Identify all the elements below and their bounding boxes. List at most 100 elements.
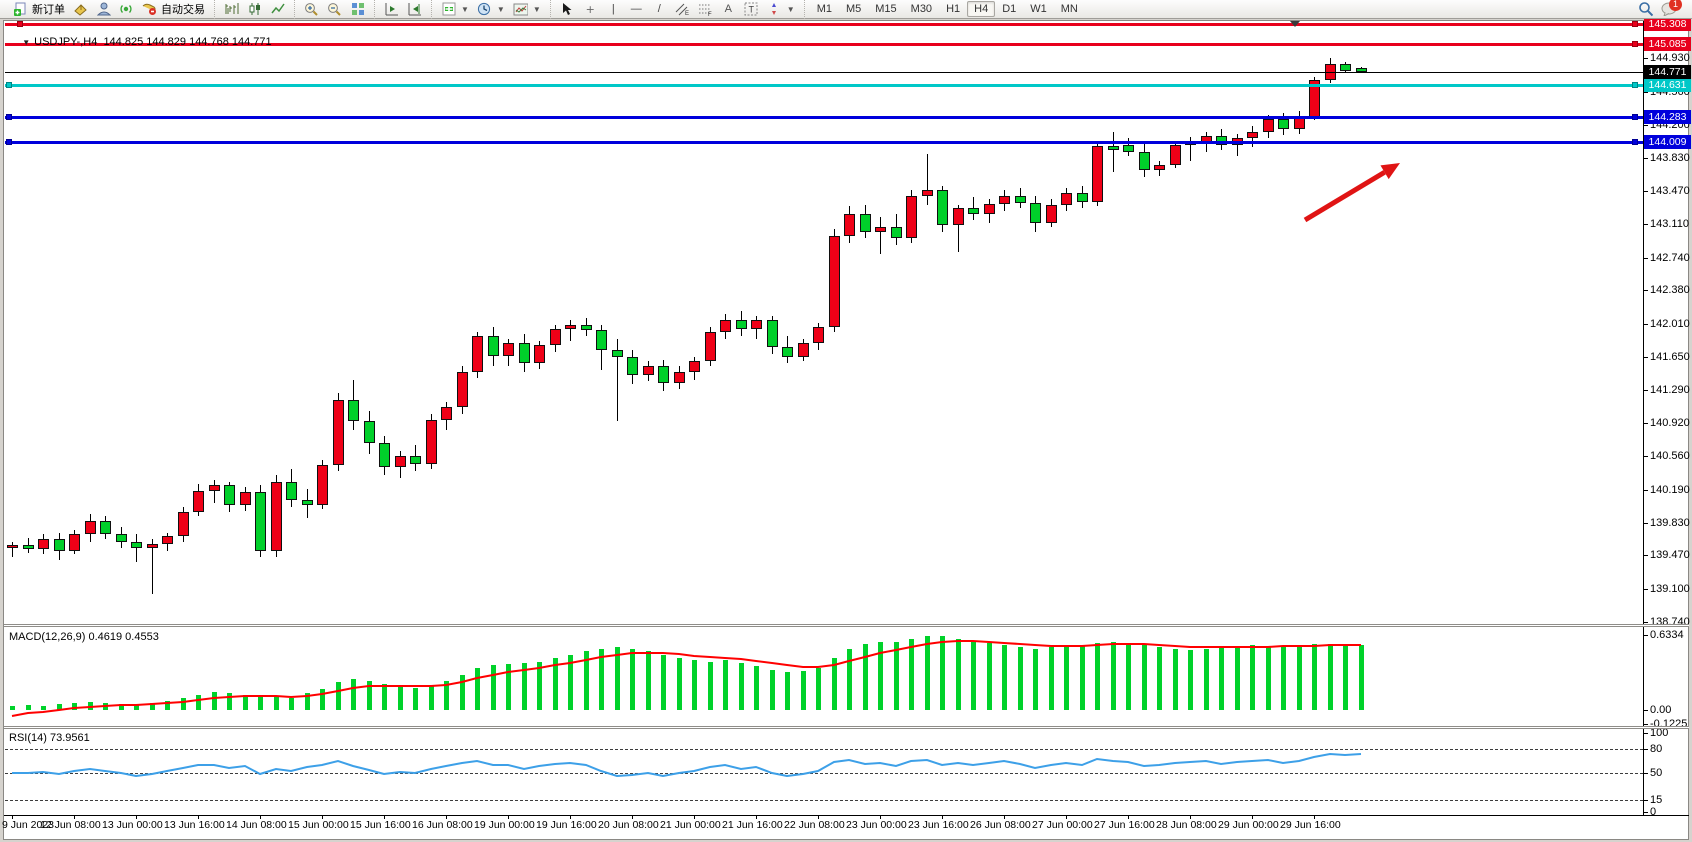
candle xyxy=(782,347,793,357)
candle xyxy=(1216,136,1227,145)
candle xyxy=(829,236,840,327)
signal-button[interactable] xyxy=(115,1,138,18)
trendline-button[interactable]: / xyxy=(648,1,671,18)
periods-button[interactable]: ▼ xyxy=(473,1,509,18)
price-badge[interactable]: 145.085 xyxy=(1644,37,1691,51)
timeframe-m1[interactable]: M1 xyxy=(816,3,832,15)
hline[interactable] xyxy=(5,23,1643,26)
tile-windows-button[interactable] xyxy=(346,1,369,18)
auto-trading-button[interactable]: 自动交易 xyxy=(138,0,209,18)
auto-trading-label: 自动交易 xyxy=(161,4,205,16)
chart-shift-button[interactable] xyxy=(403,1,426,18)
hline-handle[interactable] xyxy=(17,21,23,27)
price-badge[interactable]: 144.283 xyxy=(1644,110,1691,124)
hline[interactable] xyxy=(5,141,1643,144)
candle-wick xyxy=(958,205,959,252)
templates-icon xyxy=(513,2,528,17)
zoom-in-button[interactable] xyxy=(300,1,323,18)
text-tool-button[interactable]: A xyxy=(717,1,740,18)
hline[interactable] xyxy=(5,116,1643,119)
time-tick xyxy=(694,815,695,819)
macd-histogram-bar xyxy=(956,639,961,710)
macd-histogram-bar xyxy=(661,655,666,710)
chat-icon[interactable]: 1 xyxy=(1661,0,1682,17)
macd-histogram-bar xyxy=(227,693,232,710)
hline-handle[interactable] xyxy=(6,114,12,120)
macd-histogram-bar xyxy=(894,642,899,710)
macd-histogram-bar xyxy=(274,697,279,710)
macd-histogram-bar xyxy=(212,692,217,710)
crosshair-tool-button[interactable]: + xyxy=(579,1,602,18)
zoom-out-button[interactable] xyxy=(323,1,346,18)
candle xyxy=(1278,119,1289,129)
auto-scroll-button[interactable] xyxy=(380,1,403,18)
timeframe-mn[interactable]: MN xyxy=(1060,3,1078,15)
candle xyxy=(612,350,623,357)
candlestick-button[interactable] xyxy=(243,1,266,18)
horizontal-line-button[interactable]: — xyxy=(625,1,648,18)
timeframe-m15[interactable]: M15 xyxy=(875,3,897,15)
new-order-button[interactable]: 新订单 xyxy=(9,0,69,18)
timeframe-d1[interactable]: D1 xyxy=(1002,3,1017,15)
search-icon[interactable] xyxy=(1638,2,1653,17)
candle-wick xyxy=(136,534,137,562)
hline-handle[interactable] xyxy=(6,82,12,88)
bucket-button[interactable] xyxy=(69,1,92,18)
price-badge[interactable]: 145.308 xyxy=(1644,17,1691,31)
hline-handle[interactable] xyxy=(6,139,12,145)
timeframe-m30[interactable]: M30 xyxy=(910,3,933,15)
bar-chart-button[interactable] xyxy=(220,1,243,18)
hline-handle[interactable] xyxy=(1632,114,1638,120)
hline-handle[interactable] xyxy=(1632,82,1638,88)
pane-separator-macd[interactable] xyxy=(4,624,1689,627)
arrows-tool-button[interactable]: ▼ xyxy=(763,1,799,18)
templates-button[interactable]: ▼ xyxy=(509,1,545,18)
hline-handle[interactable] xyxy=(1632,139,1638,145)
hline[interactable] xyxy=(5,84,1643,87)
candle xyxy=(596,330,607,350)
fibonacci-button[interactable]: F xyxy=(694,1,717,18)
text-label-button[interactable]: T xyxy=(740,1,763,18)
hline-handle[interactable] xyxy=(1632,21,1638,27)
candle xyxy=(503,343,514,356)
price-badge[interactable]: 144.009 xyxy=(1644,135,1691,149)
macd-histogram-bar xyxy=(1111,642,1116,710)
hline[interactable] xyxy=(5,43,1643,46)
candle xyxy=(937,190,948,225)
time-tick xyxy=(198,815,199,819)
macd-histogram-bar xyxy=(615,647,620,710)
rsi-level-line xyxy=(5,773,1643,774)
rsi-tick-label: 100 xyxy=(1650,727,1669,739)
pane-separator-rsi[interactable] xyxy=(4,726,1689,729)
candle-wick xyxy=(880,217,881,254)
collapse-icon[interactable]: ▼ xyxy=(22,38,31,47)
price-badge[interactable]: 144.631 xyxy=(1644,78,1691,92)
candle xyxy=(131,542,142,548)
profiles-button[interactable] xyxy=(92,1,115,18)
candle xyxy=(85,521,96,534)
line-chart-button[interactable] xyxy=(266,1,289,18)
price-tick xyxy=(1643,390,1648,391)
cursor-tool-button[interactable] xyxy=(556,1,579,18)
macd-histogram-bar xyxy=(816,668,821,710)
time-tick xyxy=(1252,815,1253,819)
channel-button[interactable]: E xyxy=(671,1,694,18)
timeframe-m5[interactable]: M5 xyxy=(845,3,862,15)
timeframe-w1[interactable]: W1 xyxy=(1030,3,1047,15)
time-tick xyxy=(1066,815,1067,819)
time-tick xyxy=(632,815,633,819)
hline-handle[interactable] xyxy=(1632,41,1638,47)
timeframe-h4[interactable]: H4 xyxy=(967,1,996,17)
macd-histogram-bar xyxy=(770,670,775,710)
indicators-button[interactable]: ▼ xyxy=(437,1,473,18)
rsi-level-line xyxy=(5,749,1643,750)
rsi-tick xyxy=(1643,749,1648,750)
candle xyxy=(627,357,638,375)
time-tick xyxy=(446,815,447,819)
chart-shift-marker[interactable] xyxy=(1290,21,1300,27)
candle xyxy=(1170,145,1181,165)
timeframe-h1[interactable]: H1 xyxy=(946,3,961,15)
candle xyxy=(333,400,344,465)
rsi-tick xyxy=(1643,733,1648,734)
vertical-line-button[interactable]: | xyxy=(602,1,625,18)
